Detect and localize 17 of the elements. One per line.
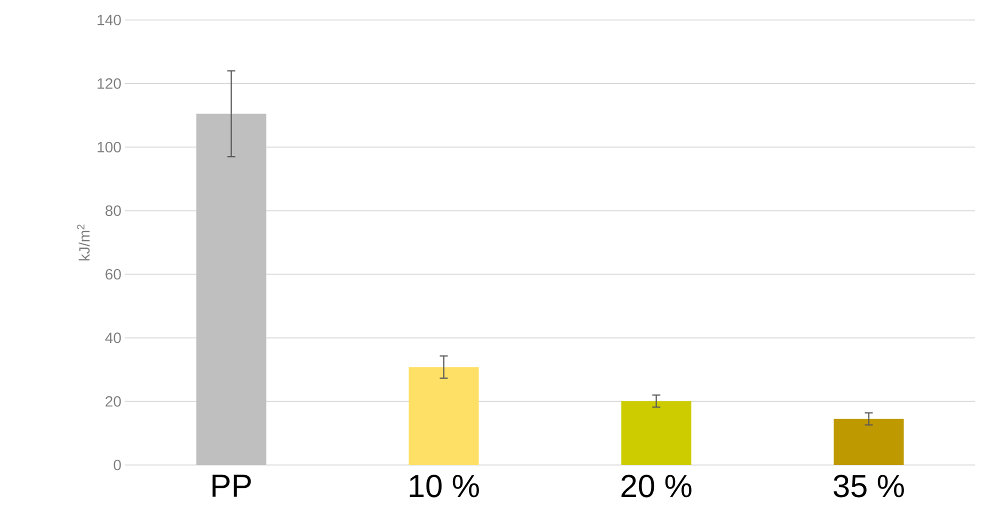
bar xyxy=(196,114,266,465)
bar xyxy=(621,401,692,465)
bar xyxy=(408,367,479,465)
y-tick-label: 120 xyxy=(98,78,121,89)
x-tick-label: PP xyxy=(212,474,251,497)
bar xyxy=(834,418,904,465)
x-tick-label: 10 % xyxy=(410,474,479,498)
y-tick-label: 20 xyxy=(106,396,121,407)
y-tick-label: 80 xyxy=(106,205,121,216)
y-tick-label: 100 xyxy=(98,142,121,152)
y-tick-label: 40 xyxy=(105,332,121,344)
y-axis-title: kJ/m$^{2}$ xyxy=(77,224,90,260)
y-tick-label: 60 xyxy=(106,268,121,280)
x-tick-label: 35 % xyxy=(834,474,904,498)
x-tick-label: 20 % xyxy=(622,474,692,498)
y-tick-label: 140 xyxy=(98,14,121,26)
y-tick-label: 0 xyxy=(114,460,121,470)
